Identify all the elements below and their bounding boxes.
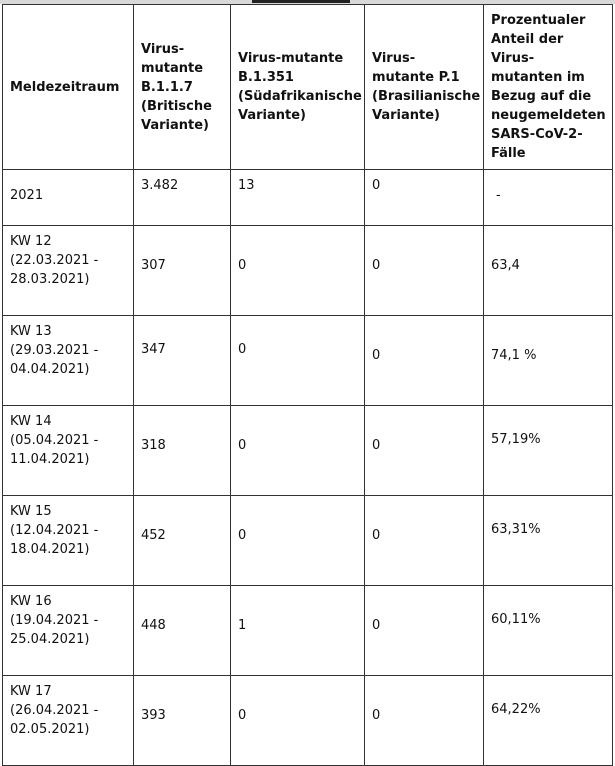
cell-period: KW 15 (12.04.2021 - 18.04.2021) xyxy=(2,495,134,586)
cell-b117: 347 xyxy=(133,315,231,406)
cell-period: KW 17 (26.04.2021 - 02.05.2021) xyxy=(2,675,134,766)
cell-b1351: 0 xyxy=(230,405,365,496)
cell-share: 60,11% xyxy=(483,585,613,676)
header-b1351: Virus-mutante B.1.351 (Südafrikanische V… xyxy=(230,4,365,170)
cell-b1351: 0 xyxy=(230,225,365,316)
table-row: 2021 3.482 13 0 - xyxy=(2,169,613,226)
cell-share: 57,19% xyxy=(483,405,613,496)
cell-b1351: 1 xyxy=(230,585,365,676)
cell-b1351: 13 xyxy=(230,169,365,226)
table-row: KW 17 (26.04.2021 - 02.05.2021) 393 0 0 … xyxy=(2,675,613,766)
cell-share: 64,22% xyxy=(483,675,613,766)
cell-period: KW 12 (22.03.2021 - 28.03.2021) xyxy=(2,225,134,316)
cell-b117: 318 xyxy=(133,405,231,496)
cell-p1: 0 xyxy=(364,405,484,496)
top-border-strip xyxy=(0,0,615,4)
header-share: Prozentualer Anteil der Virus-mutanten i… xyxy=(483,4,613,170)
cell-b1351: 0 xyxy=(230,675,365,766)
cell-b117: 307 xyxy=(133,225,231,316)
cell-p1: 0 xyxy=(364,169,484,226)
top-tab-marker xyxy=(252,0,350,3)
header-b117: Virus-mutante B.1.1.7 (Britische Variant… xyxy=(133,4,231,170)
cell-period: KW 14 (05.04.2021 - 11.04.2021) xyxy=(2,405,134,496)
cell-p1: 0 xyxy=(364,225,484,316)
cell-b1351: 0 xyxy=(230,315,365,406)
table-header-row: Meldezeitraum Virus-mutante B.1.1.7 (Bri… xyxy=(2,4,613,170)
table-row: KW 14 (05.04.2021 - 11.04.2021) 318 0 0 … xyxy=(2,405,613,496)
cell-share: - xyxy=(483,169,613,226)
cell-p1: 0 xyxy=(364,495,484,586)
cell-b117: 393 xyxy=(133,675,231,766)
cell-period: KW 16 (19.04.2021 - 25.04.2021) xyxy=(2,585,134,676)
table-row: KW 12 (22.03.2021 - 28.03.2021) 307 0 0 … xyxy=(2,225,613,316)
table-row: KW 13 (29.03.2021 - 04.04.2021) 347 0 0 … xyxy=(2,315,613,406)
cell-share: 63,4 xyxy=(483,225,613,316)
virus-variant-table: Meldezeitraum Virus-mutante B.1.1.7 (Bri… xyxy=(2,4,613,766)
cell-b117: 3.482 xyxy=(133,169,231,226)
cell-share: 74,1 % xyxy=(483,315,613,406)
header-p1: Virus-mutante P.1 (Brasilianische Varian… xyxy=(364,4,484,170)
cell-period: KW 13 (29.03.2021 - 04.04.2021) xyxy=(2,315,134,406)
cell-p1: 0 xyxy=(364,585,484,676)
cell-period: 2021 xyxy=(2,169,134,226)
cell-b117: 452 xyxy=(133,495,231,586)
cell-share: 63,31% xyxy=(483,495,613,586)
table-row: KW 16 (19.04.2021 - 25.04.2021) 448 1 0 … xyxy=(2,585,613,676)
cell-p1: 0 xyxy=(364,675,484,766)
cell-b117: 448 xyxy=(133,585,231,676)
cell-p1: 0 xyxy=(364,315,484,406)
table-row: KW 15 (12.04.2021 - 18.04.2021) 452 0 0 … xyxy=(2,495,613,586)
cell-b1351: 0 xyxy=(230,495,365,586)
header-meldezeitraum: Meldezeitraum xyxy=(2,4,134,170)
